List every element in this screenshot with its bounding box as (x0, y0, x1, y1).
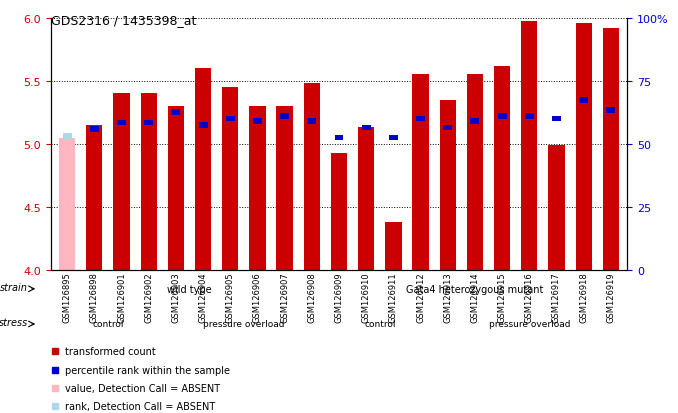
Bar (439, 100, 456, 271)
Text: pressure overload: pressure overload (203, 320, 285, 329)
Bar (552, 116, 561, 122)
Bar (579, 97, 588, 103)
Bar (195, 69, 212, 271)
Text: pressure overload: pressure overload (489, 320, 570, 329)
Bar (606, 108, 616, 114)
Bar (307, 119, 317, 125)
Bar (549, 146, 565, 271)
Text: control: control (92, 320, 123, 329)
Bar (498, 114, 506, 120)
Bar (140, 94, 157, 271)
Bar (222, 88, 239, 271)
Text: value, Detection Call = ABSENT: value, Detection Call = ABSENT (65, 383, 220, 393)
Bar (494, 66, 511, 271)
Bar (144, 120, 153, 126)
Bar (466, 75, 483, 271)
Text: rank, Detection Call = ABSENT: rank, Detection Call = ABSENT (65, 401, 216, 411)
Bar (167, 107, 184, 271)
Bar (334, 135, 344, 141)
Bar (277, 107, 293, 271)
Bar (113, 94, 129, 271)
Text: transformed count: transformed count (65, 347, 156, 356)
Text: strain: strain (0, 282, 28, 292)
Bar (172, 110, 180, 116)
Bar (331, 153, 347, 271)
Text: Gata4 heterozygous mutant: Gata4 heterozygous mutant (406, 284, 544, 294)
Text: stress: stress (0, 318, 28, 328)
Bar (199, 123, 207, 128)
Bar (385, 223, 401, 271)
Bar (117, 120, 126, 126)
Bar (304, 84, 320, 271)
Bar (443, 125, 452, 131)
Text: wild type: wild type (167, 284, 212, 294)
Bar (280, 114, 289, 120)
Bar (62, 134, 72, 140)
Bar (253, 119, 262, 125)
Bar (521, 22, 538, 271)
Bar (226, 116, 235, 122)
Bar (603, 28, 619, 271)
Bar (576, 24, 592, 271)
Bar (416, 116, 425, 122)
Bar (59, 138, 75, 271)
Bar (471, 119, 479, 125)
Bar (525, 114, 534, 120)
Bar (86, 126, 102, 271)
Bar (389, 135, 398, 141)
Bar (358, 128, 374, 271)
Bar (250, 107, 266, 271)
Text: percentile rank within the sample: percentile rank within the sample (65, 365, 231, 375)
Bar (412, 75, 428, 271)
Bar (361, 125, 371, 131)
Text: control: control (364, 320, 395, 329)
Text: GDS2316 / 1435398_at: GDS2316 / 1435398_at (51, 14, 196, 27)
Bar (90, 127, 99, 132)
